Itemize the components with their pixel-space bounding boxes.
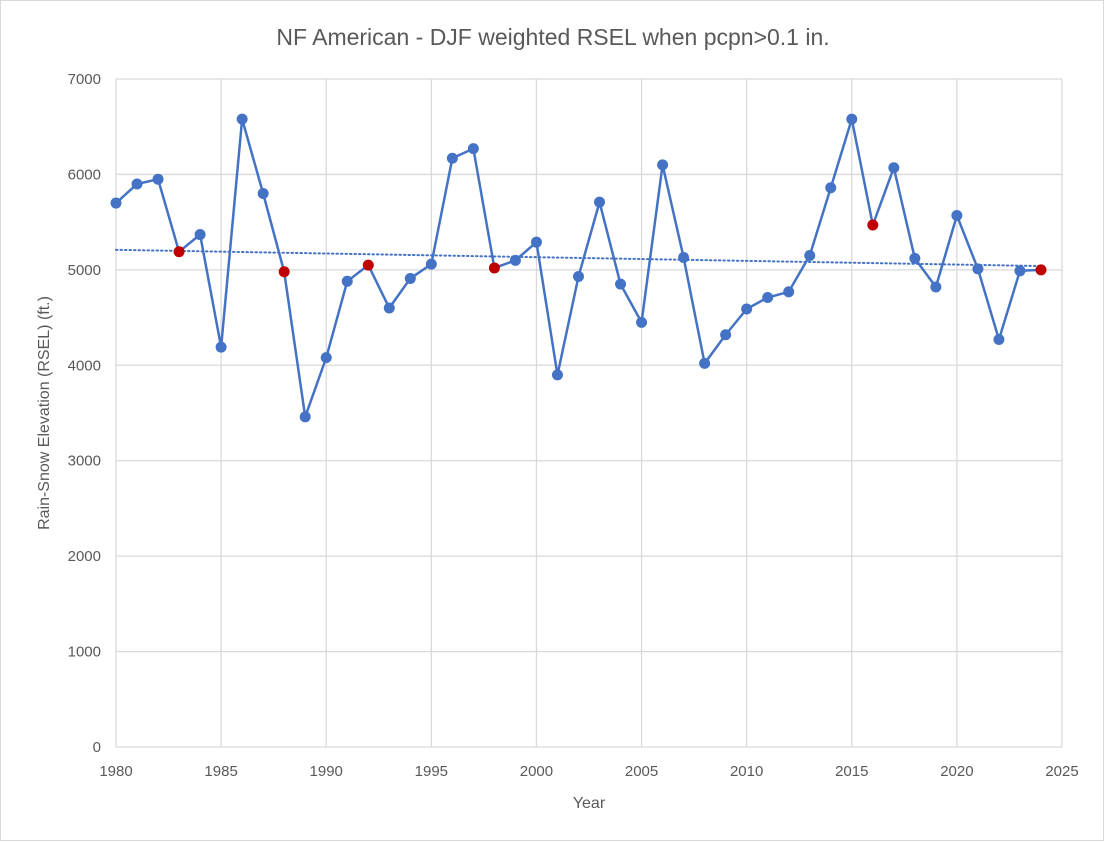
y-tick-label: 3000 — [68, 453, 101, 470]
data-point — [804, 250, 816, 262]
x-tick-label: 2005 — [625, 763, 658, 780]
data-point — [320, 352, 332, 364]
data-point — [572, 271, 584, 283]
chart-title: NF American - DJF weighted RSEL when pcp… — [276, 24, 829, 50]
data-point — [888, 162, 900, 174]
data-point — [236, 113, 248, 125]
y-tick-label: 2000 — [68, 548, 101, 565]
y-tick-label: 7000 — [68, 71, 101, 88]
data-point — [152, 173, 164, 185]
highlighted-data-point — [278, 266, 290, 278]
y-tick-label: 6000 — [68, 166, 101, 183]
data-point — [951, 209, 963, 221]
data-point — [215, 341, 227, 353]
data-point — [551, 369, 563, 381]
data-point — [530, 236, 542, 248]
data-point — [257, 188, 269, 200]
trendline — [115, 248, 1042, 268]
data-point — [972, 263, 984, 275]
data-point — [699, 357, 711, 369]
y-tick-label: 5000 — [68, 262, 101, 279]
data-point — [383, 302, 395, 314]
data-point — [131, 178, 143, 190]
data-point — [446, 152, 458, 164]
data-point — [509, 254, 521, 266]
gridlines — [115, 78, 1063, 748]
data-point — [467, 143, 479, 155]
points-layer — [110, 113, 1047, 423]
data-point — [678, 251, 690, 263]
data-point — [846, 113, 858, 125]
x-tick-label: 2015 — [835, 763, 868, 780]
data-point — [425, 258, 437, 270]
data-point — [636, 316, 648, 328]
x-tick-label: 1980 — [99, 763, 132, 780]
data-point — [615, 278, 627, 290]
highlighted-data-point — [1035, 264, 1047, 276]
x-tick-label: 1990 — [310, 763, 343, 780]
y-tick-label: 4000 — [68, 357, 101, 374]
data-point — [657, 159, 669, 171]
series-layer — [115, 117, 1042, 419]
highlighted-data-point — [488, 262, 500, 274]
data-point — [825, 182, 837, 194]
data-point — [762, 292, 774, 304]
x-tick-label: 2010 — [730, 763, 763, 780]
x-tick-label: 2020 — [940, 763, 973, 780]
y-tick-labels: 0 1000 2000 3000 4000 5000 6000 7000 — [68, 71, 101, 756]
data-point — [594, 196, 606, 208]
data-point — [1014, 265, 1026, 277]
trendline-layer — [115, 248, 1042, 268]
data-point — [110, 197, 122, 209]
data-point — [720, 329, 732, 341]
x-tick-labels: 1980 1985 1990 1995 2000 2005 2010 2015 2020 2025 — [99, 763, 1078, 780]
data-point — [299, 411, 311, 423]
series-line — [115, 117, 1042, 419]
data-point — [783, 286, 795, 298]
x-tick-label: 2000 — [520, 763, 553, 780]
data-point — [930, 281, 942, 293]
x-tick-label: 1985 — [204, 763, 237, 780]
x-axis-label: Year — [573, 795, 606, 812]
data-point — [993, 334, 1005, 346]
data-point — [741, 303, 753, 315]
data-point — [341, 275, 353, 287]
data-point — [404, 272, 416, 284]
y-axis-label: Rain-Snow Elevation (RSEL) (ft.) — [36, 296, 53, 530]
data-point — [194, 229, 206, 241]
x-tick-label: 2025 — [1045, 763, 1078, 780]
data-point — [909, 252, 921, 264]
highlighted-data-point — [173, 246, 185, 258]
y-tick-label: 1000 — [68, 644, 101, 661]
highlighted-data-point — [867, 219, 879, 231]
highlighted-data-point — [362, 259, 374, 271]
y-tick-label: 0 — [93, 739, 101, 756]
x-tick-label: 1995 — [415, 763, 448, 780]
